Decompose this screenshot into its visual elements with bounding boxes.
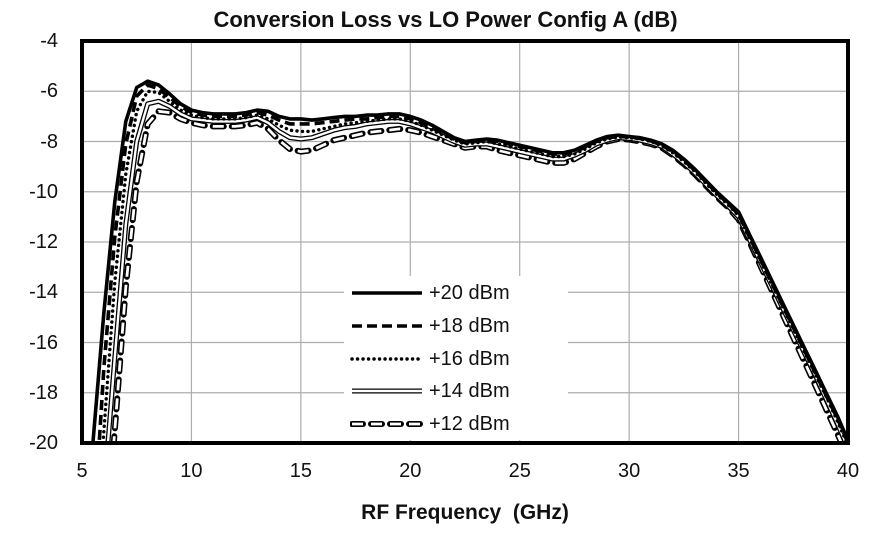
legend-item-12-dbm: +12 dBm	[350, 413, 510, 435]
y-tick-label: -16	[29, 331, 58, 354]
legend-line-sample	[352, 388, 422, 394]
x-tick-label: 40	[836, 460, 860, 482]
y-tick-label: -6	[40, 80, 58, 103]
legend-item-18-dbm: +18 dBm	[350, 315, 510, 337]
legend-label: +20 dBm	[429, 282, 510, 304]
y-tick-label: -12	[29, 231, 58, 253]
x-tick-label: 10	[180, 460, 203, 482]
legend-line-sample	[350, 356, 424, 361]
legend-line-sample	[352, 291, 422, 295]
legend-item-16-dbm: +16 dBm	[350, 348, 510, 370]
series-curves	[91, 79, 848, 443]
legend-label: +14 dBm	[429, 380, 510, 403]
y-tick-label: -10	[29, 180, 58, 203]
y-tick-label: -20	[29, 432, 58, 454]
x-axis-title: RF Frequency (GHz)	[361, 501, 569, 524]
legend-label: +18 dBm	[429, 314, 510, 337]
y-tick-label: -18	[29, 381, 58, 404]
x-tick-label: 20	[399, 460, 422, 482]
legend-background	[344, 276, 568, 440]
y-tick-label: -4	[40, 30, 58, 52]
x-tick-label: 25	[508, 460, 531, 482]
legend-line-sample	[350, 421, 424, 427]
x-tick-label: 35	[727, 460, 750, 482]
y-tick-label: -14	[29, 281, 58, 304]
legend-line-sample	[352, 323, 422, 328]
series-line-20-dbm	[91, 79, 848, 443]
legend-label: +12 dBm	[429, 413, 510, 435]
legend-label: +16 dBm	[429, 347, 510, 370]
y-tick-label: -8	[40, 130, 58, 153]
legend-item-14-dbm: +14 dBm	[350, 380, 510, 402]
legend-item-20-dbm: +20 dBm	[350, 282, 510, 304]
plot-border	[80, 39, 850, 445]
x-tick-label: 5	[76, 460, 88, 482]
x-tick-label: 15	[289, 460, 312, 482]
x-tick-label: 30	[618, 460, 641, 482]
chart-title: Conversion Loss vs LO Power Config A (dB…	[213, 7, 678, 32]
